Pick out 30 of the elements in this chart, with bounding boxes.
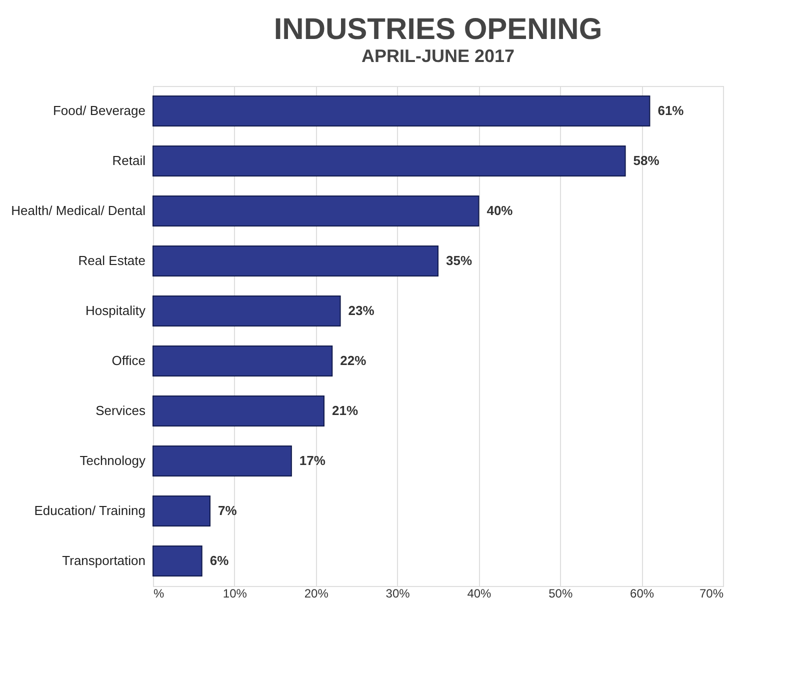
data-label: 58% xyxy=(633,153,660,168)
x-tick-label: 70% xyxy=(699,586,724,600)
y-tick-label: Services xyxy=(96,403,146,418)
data-label: 61% xyxy=(658,103,684,118)
x-tick-label: 60% xyxy=(630,586,654,600)
y-tick-label: Education/ Training xyxy=(34,503,146,518)
x-tick-label: 10% xyxy=(222,586,248,600)
x-tick-label: 20% xyxy=(304,586,329,600)
data-label: 21% xyxy=(332,403,358,418)
chart-title: INDUSTRIES OPENING xyxy=(274,13,602,46)
y-tick-label: Office xyxy=(112,353,146,368)
x-tick-label: % xyxy=(154,586,164,600)
chart-subtitle: APRIL-JUNE 2017 xyxy=(361,46,515,66)
y-tick-label: Food/ Beverage xyxy=(52,103,146,118)
data-label: 17% xyxy=(299,453,326,468)
x-tick-label: 30% xyxy=(386,586,410,600)
y-tick-label: Hospitality xyxy=(86,303,146,318)
y-tick-label: Technology xyxy=(80,453,146,468)
y-tick-label: Health/ Medical/ Dental xyxy=(11,203,146,218)
data-label: 7% xyxy=(218,503,238,518)
data-label: 22% xyxy=(340,353,367,368)
x-tick-label: 40% xyxy=(467,586,492,600)
y-tick-label: Real Estate xyxy=(78,253,146,268)
data-label: 35% xyxy=(446,253,472,268)
data-label: 40% xyxy=(486,203,514,218)
y-tick-label: Retail xyxy=(112,153,146,168)
data-label: 6% xyxy=(210,553,230,568)
data-label: 23% xyxy=(348,303,375,318)
x-tick-label: 50% xyxy=(548,586,573,600)
y-tick-label: Transportation xyxy=(62,553,146,568)
